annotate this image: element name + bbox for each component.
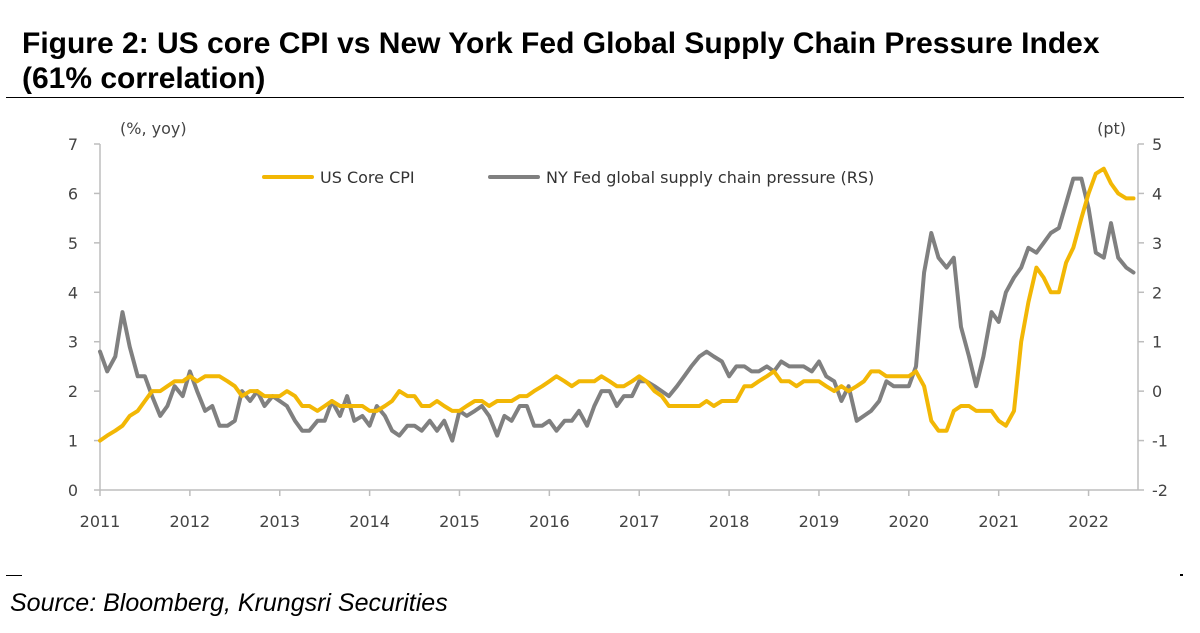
x-tick-label: 2011 — [80, 512, 121, 531]
chart: 0 1 2 3 4 5 6 7 -2 -1 0 1 2 3 4 5 2011 2012 2013 2014 2015 20… — [68, 119, 1168, 531]
axes: 0 1 2 3 4 5 6 7 -2 -1 0 1 2 3 4 5 2011 2012 2013 2014 2015 20… — [68, 119, 1168, 531]
right-tick-label: -2 — [1152, 481, 1168, 500]
us-core-cpi-line — [98, 166, 1136, 443]
x-tick-label: 2020 — [888, 512, 929, 531]
x-tick-label: 2014 — [349, 512, 390, 531]
left-tick-label: 1 — [68, 432, 78, 451]
right-tick-label: 2 — [1152, 283, 1162, 302]
x-tick-label: 2012 — [170, 512, 211, 531]
x-tick-label: 2018 — [709, 512, 750, 531]
title-rule — [6, 97, 1184, 98]
supply-chain-pressure-line — [98, 176, 1136, 443]
right-tick-label: 0 — [1152, 382, 1162, 401]
left-tick-label: 3 — [68, 333, 78, 352]
left-tick-label: 0 — [68, 481, 78, 500]
legend: US Core CPI NY Fed global supply chain pr… — [262, 168, 874, 187]
left-axis-unit: (%, yoy) — [120, 119, 187, 138]
right-axis-unit: (pt) — [1097, 119, 1126, 138]
right-tick-label: 3 — [1152, 234, 1162, 253]
x-tick-label: 2021 — [978, 512, 1019, 531]
right-tick-label: 4 — [1152, 184, 1162, 203]
left-tick-label: 6 — [68, 184, 78, 203]
left-tick-label: 5 — [68, 234, 78, 253]
legend-supply-chain-pressure-label: NY Fed global supply chain pressure (RS) — [546, 168, 874, 187]
figure-title: Figure 2: US core CPI vs New York Fed Gl… — [22, 27, 1100, 95]
right-tick-label: 1 — [1152, 333, 1162, 352]
x-tick-label: 2019 — [799, 512, 840, 531]
x-tick-label: 2016 — [529, 512, 570, 531]
x-tick-label: 2022 — [1068, 512, 1109, 531]
right-tick-label: 5 — [1152, 135, 1162, 154]
legend-us-core-cpi-label: US Core CPI — [320, 168, 415, 187]
x-tick-label: 2015 — [439, 512, 480, 531]
x-tick-label: 2017 — [619, 512, 660, 531]
source-note: Source: Bloomberg, Krungsri Securities — [10, 589, 448, 617]
left-tick-label: 7 — [68, 135, 78, 154]
x-tick-label: 2013 — [259, 512, 300, 531]
footer-rule — [6, 575, 22, 576]
left-tick-label: 2 — [68, 382, 78, 401]
series-lines — [98, 166, 1136, 443]
footer-mark — [1180, 574, 1183, 576]
left-tick-label: 4 — [68, 283, 78, 302]
right-tick-label: -1 — [1152, 432, 1168, 451]
